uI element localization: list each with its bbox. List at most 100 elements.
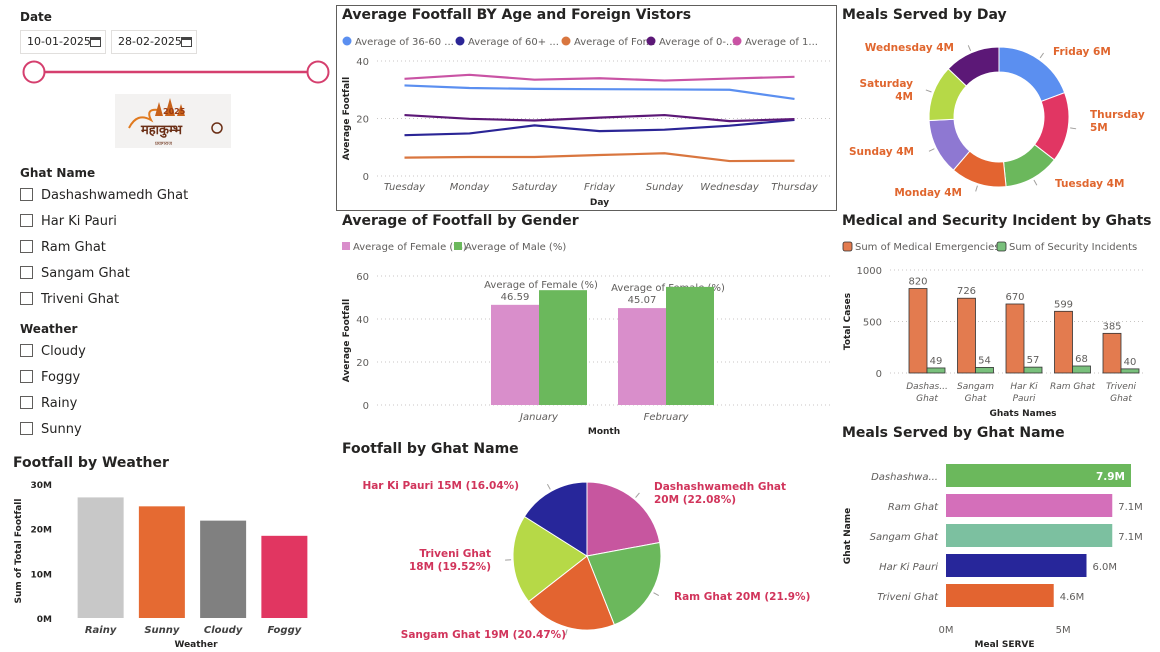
y-tick-label: Triveni Ghat [877,592,939,603]
ghat-option-ram-ghat[interactable]: Ram Ghat [20,239,106,257]
start-date-input[interactable]: 10-01-2025 [20,30,106,54]
checkbox[interactable] [20,422,33,435]
ghat-slice-triveni-ghat [512,515,588,603]
weather-option-cloudy[interactable]: Cloudy [20,343,86,361]
data-label: 46.59 [501,292,530,303]
weather-option-rainy[interactable]: Rainy [20,395,77,413]
slider-end-handle[interactable] [306,60,330,84]
y-tick-label: 10M [31,570,53,580]
y-axis-label: Ghat Name [843,508,853,564]
slider-start-handle[interactable] [22,60,46,84]
medical-security-title: Medical and Security Incident by Ghats [842,213,1152,229]
x-tick-label: Saturday [512,182,558,193]
checkbox[interactable] [20,370,33,383]
legend-marker [732,36,742,46]
ghat-option-dashashwamedh-ghat[interactable]: Dashashwamedh Ghat [20,187,188,205]
y-tick-label: Dashashwa... [871,472,938,483]
leader-line [1039,52,1044,59]
x-tick-label: Sangam [957,382,994,392]
data-label: 670 [1005,292,1024,303]
ghat-option-label: Har Ki Pauri [41,214,117,229]
y-tick-label: Ram Ghat [888,502,939,513]
x-tick-label: Foggy [267,625,301,636]
ghat-label: 20M (22.08%) [654,494,736,506]
x-tick-label: Rainy [85,625,117,636]
checkbox[interactable] [20,344,33,357]
footfall-weather-title: Footfall by Weather [13,455,169,471]
logo-art: 2025 महाकुम्भ प्रयागराज [128,98,223,147]
ghat-label: Har Ki Pauri 15M (16.04%) [362,480,519,492]
meals-day-title: Meals Served by Day [842,7,1007,23]
x-tick-label: Thursday [771,182,819,193]
x-axis-label: Meal SERVE [975,640,1035,650]
x-tick-label: Dashas... [906,382,948,392]
legend-marker [455,36,465,46]
bar-medical-1 [957,297,976,374]
ghat-option-triveni-ghat[interactable]: Triveni Ghat [20,291,119,309]
start-date-value: 10-01-2025 [27,35,91,48]
ghat-option-sangam-ghat[interactable]: Sangam Ghat [20,265,130,283]
weather-option-label: Sunny [41,422,82,437]
medical-security-chart: Sum of Medical Emergencies Sum of Securit… [842,241,1145,419]
x-tick-label: Ram Ghat [1050,382,1096,392]
bar-sunny [138,506,185,618]
age-footfall-chart: Average of 36-60 ... Average of 60+ ... Av… [342,36,832,208]
ghat-label: Dashashwamedh Ghat [654,481,786,493]
checkbox[interactable] [20,292,33,305]
ghat-label: Triveni Ghat [419,548,491,560]
calendar-icon[interactable] [90,37,101,47]
leader-line [925,89,932,93]
end-date-input[interactable]: 28-02-2025 [111,30,197,54]
checkbox[interactable] [20,396,33,409]
data-label: 820 [908,277,927,288]
weather-option-sunny[interactable]: Sunny [20,421,82,439]
ghat-option-label: Triveni Ghat [41,292,120,307]
checkbox[interactable] [20,266,33,279]
x-tick-label: 5M [1056,625,1071,636]
weather-option-label: Cloudy [41,344,86,359]
ghat-option-label: Dashashwamedh Ghat [41,188,189,203]
checkbox[interactable] [20,240,33,253]
y-tick-label: 60 [356,272,369,283]
bar-medical-3 [1054,310,1073,374]
date-range-slider[interactable] [18,58,334,88]
logo-main-text: महाकुम्भ [140,123,183,138]
y-axis-label: Sum of Total Footfall [14,499,24,604]
bar-rainy [77,497,124,618]
y-tick-label: 40 [356,315,369,326]
logo-year: 2025 [163,107,186,116]
checkbox[interactable] [20,188,33,201]
bar-sangam-ghat [946,524,1113,547]
leader-line [546,483,551,490]
y-tick-label: Har Ki Pauri [879,562,938,573]
legend-label: Sum of Security Incidents [1009,242,1137,253]
bar-security-2 [1023,366,1043,374]
weather-option-foggy[interactable]: Foggy [20,369,80,387]
y-tick-label: 30M [31,481,53,491]
y-tick-label: 0 [363,401,369,412]
x-tick-label: 0M [939,625,954,636]
calendar-icon[interactable] [181,37,192,47]
data-label: 726 [957,286,976,297]
age-chart-frame [336,5,837,211]
legend-marker [342,242,350,250]
bar-average-of-female-january [491,304,539,405]
bar-foggy [261,535,308,618]
x-tick-label: Friday [584,182,616,193]
checkbox[interactable] [20,214,33,227]
y-axis-label: Total Cases [843,293,853,350]
legend-label: Average of 36-60 ... [355,37,454,48]
legend-marker [454,242,462,250]
bar-security-1 [975,367,994,374]
weather-option-label: Rainy [41,396,78,411]
leader-line [1070,127,1077,130]
ghat-option-har-ki-pauri[interactable]: Har Ki Pauri [20,213,117,231]
x-axis-label: Weather [174,640,218,650]
meal-day-label: Wednesday 4M [865,42,954,54]
legend-marker [996,241,1007,252]
x-tick-label: Triveni [1106,382,1137,392]
leader-line [967,45,972,52]
legend-marker [342,36,352,46]
data-label: 68 [1075,354,1088,365]
